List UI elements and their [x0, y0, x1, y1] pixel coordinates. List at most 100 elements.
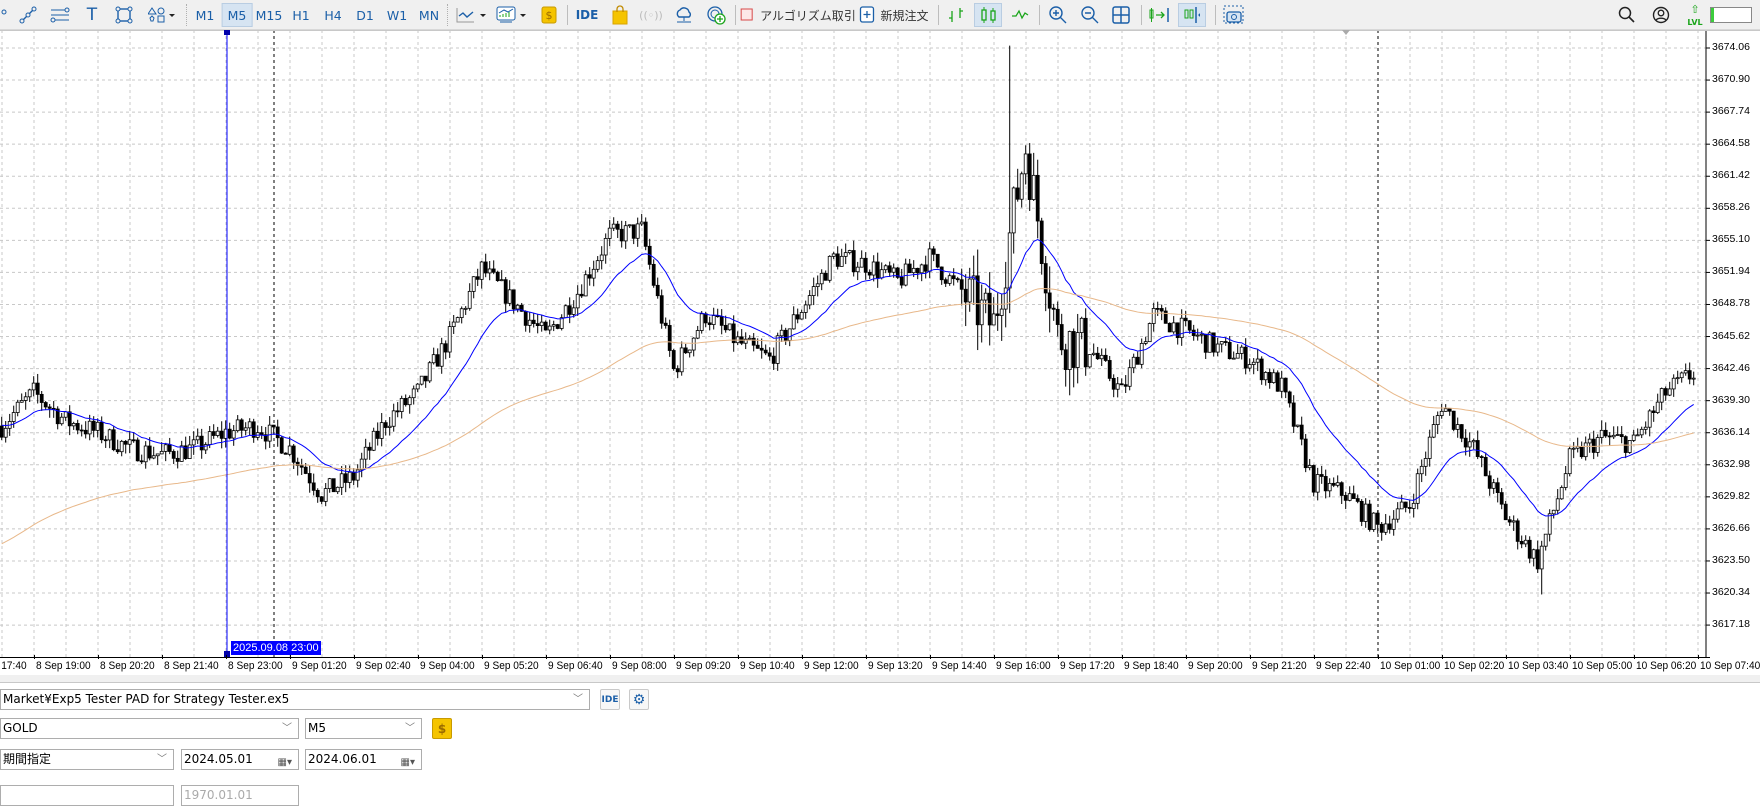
timeframe-h1[interactable]: H1 — [292, 7, 310, 23]
candle-body — [331, 478, 336, 493]
tile-icon[interactable] — [1111, 3, 1131, 27]
algo-trading-button[interactable]: アルゴリズム取引 — [740, 3, 856, 27]
chart-shift-icon[interactable] — [1178, 3, 1206, 27]
candle-body — [1123, 384, 1128, 387]
channel-icon[interactable] — [50, 3, 70, 27]
zoom-out-icon[interactable] — [1080, 3, 1100, 27]
ide-button[interactable]: IDE — [575, 8, 599, 22]
shapes-icon[interactable] — [148, 3, 176, 27]
time-label: 9 Sep 21:20 — [1252, 660, 1307, 672]
candle-body — [535, 323, 540, 327]
time-label: 9 Sep 01:20 — [292, 660, 347, 672]
autoscroll-icon[interactable] — [1148, 3, 1172, 27]
candle-body — [979, 299, 984, 326]
time-label: 9 Sep 13:20 — [868, 660, 923, 672]
timeframe-mn[interactable]: MN — [418, 7, 440, 23]
candle-body — [95, 421, 100, 431]
zoom-in-icon[interactable] — [1048, 3, 1068, 27]
settings-gear-icon[interactable]: ⚙ — [629, 689, 649, 710]
timeframe-m1[interactable]: M1 — [195, 7, 215, 23]
candle-body — [271, 424, 276, 428]
candle-body — [707, 322, 712, 325]
candle-body — [895, 267, 900, 278]
symbol-spec-dollar-icon[interactable]: $ — [432, 718, 452, 739]
candle-body — [363, 446, 368, 460]
candle-body — [35, 382, 40, 395]
candle-body — [199, 435, 204, 451]
candle-body — [451, 321, 456, 327]
candle-body — [1411, 502, 1416, 509]
crosshair-tool-icon[interactable] — [1, 3, 11, 27]
expert-select[interactable]: Market¥Exp5 Tester PAD for Strategy Test… — [0, 689, 590, 710]
forward-date-input[interactable]: 1970.01.01 — [181, 785, 299, 806]
candle-body — [1527, 539, 1532, 559]
date-from-input[interactable]: 2024.05.01 ▦▾ — [181, 749, 299, 770]
candle-body — [67, 411, 72, 427]
line-icon[interactable] — [1011, 3, 1029, 27]
candle-body — [1687, 370, 1692, 380]
tester-ide-button[interactable]: IDE — [600, 689, 620, 710]
timeframe-m5[interactable]: M5 — [221, 3, 253, 27]
level-badge[interactable]: ⇧ LVL — [1687, 2, 1702, 28]
candle-body — [1487, 475, 1492, 489]
date-mode-select[interactable]: 期間指定 ﹀ — [0, 749, 174, 770]
candle-body — [639, 221, 644, 225]
market-bag-icon[interactable] — [611, 3, 629, 27]
candle-body — [1667, 388, 1672, 396]
timeframe-d1[interactable]: D1 — [356, 7, 374, 23]
candle-body — [19, 400, 24, 403]
candle-body — [1595, 437, 1600, 453]
cloud-icon[interactable] — [674, 3, 694, 27]
candle-body — [1443, 408, 1448, 412]
signal-icon[interactable]: ((◦)) — [639, 8, 663, 22]
candle-body — [1543, 533, 1548, 547]
dollar-icon[interactable]: $ — [541, 3, 557, 27]
timeframe-h4[interactable]: H4 — [324, 7, 342, 23]
date-to-input[interactable]: 2024.06.01 ▦▾ — [305, 749, 422, 770]
new-order-button[interactable]: 新規注文 — [859, 3, 929, 27]
calendar-icon[interactable]: ▦▾ — [400, 757, 415, 768]
candle-body — [1423, 458, 1428, 467]
trendline-icon[interactable] — [19, 3, 37, 27]
candle-body — [1227, 342, 1232, 360]
expert-path: Market¥Exp5 Tester PAD for Strategy Test… — [3, 692, 290, 706]
panel-splitter[interactable] — [0, 675, 1760, 683]
text-icon[interactable]: T — [86, 5, 98, 25]
candle-body — [63, 411, 68, 418]
candle-body — [1207, 332, 1212, 353]
forward-mode-select[interactable] — [0, 785, 174, 806]
bar-chart-icon[interactable] — [947, 3, 965, 27]
candle-body — [811, 286, 816, 296]
candle-body — [1623, 436, 1628, 453]
crosshair-handle-top — [224, 30, 230, 35]
candle-body — [727, 323, 732, 331]
candle-body — [903, 263, 908, 286]
candlestick-icon[interactable] — [974, 3, 1002, 27]
screenshot-icon[interactable] — [1223, 3, 1245, 27]
level-progress-bar — [1710, 7, 1752, 23]
rectangle-icon[interactable] — [115, 3, 133, 27]
line-chart-icon[interactable] — [456, 3, 490, 27]
price-chart[interactable] — [0, 30, 1760, 657]
candle-body — [619, 228, 624, 242]
candle-body — [1367, 503, 1372, 530]
candle-body — [0, 425, 4, 438]
calendar-icon[interactable]: ▦▾ — [277, 757, 292, 768]
candle-body — [59, 416, 64, 425]
search-icon[interactable] — [1618, 3, 1636, 27]
candle-body — [1399, 501, 1404, 510]
candle-body — [1583, 442, 1588, 458]
timeframe-m15[interactable]: M15 — [255, 7, 283, 23]
user-icon[interactable] — [1652, 3, 1670, 27]
candle-body — [1627, 440, 1632, 453]
timeframe-w1[interactable]: W1 — [386, 7, 408, 23]
indicators-icon[interactable] — [496, 3, 530, 27]
candle-body — [1055, 308, 1060, 325]
vps-globe-icon[interactable] — [706, 3, 726, 27]
timeframe-select[interactable]: M5 ﹀ — [305, 718, 422, 739]
candle-body — [671, 350, 676, 370]
candle-body — [391, 410, 396, 427]
symbol-select[interactable]: GOLD ﹀ — [0, 718, 299, 739]
price-label: 3629.82 — [1712, 489, 1750, 502]
candle-body — [211, 431, 216, 436]
